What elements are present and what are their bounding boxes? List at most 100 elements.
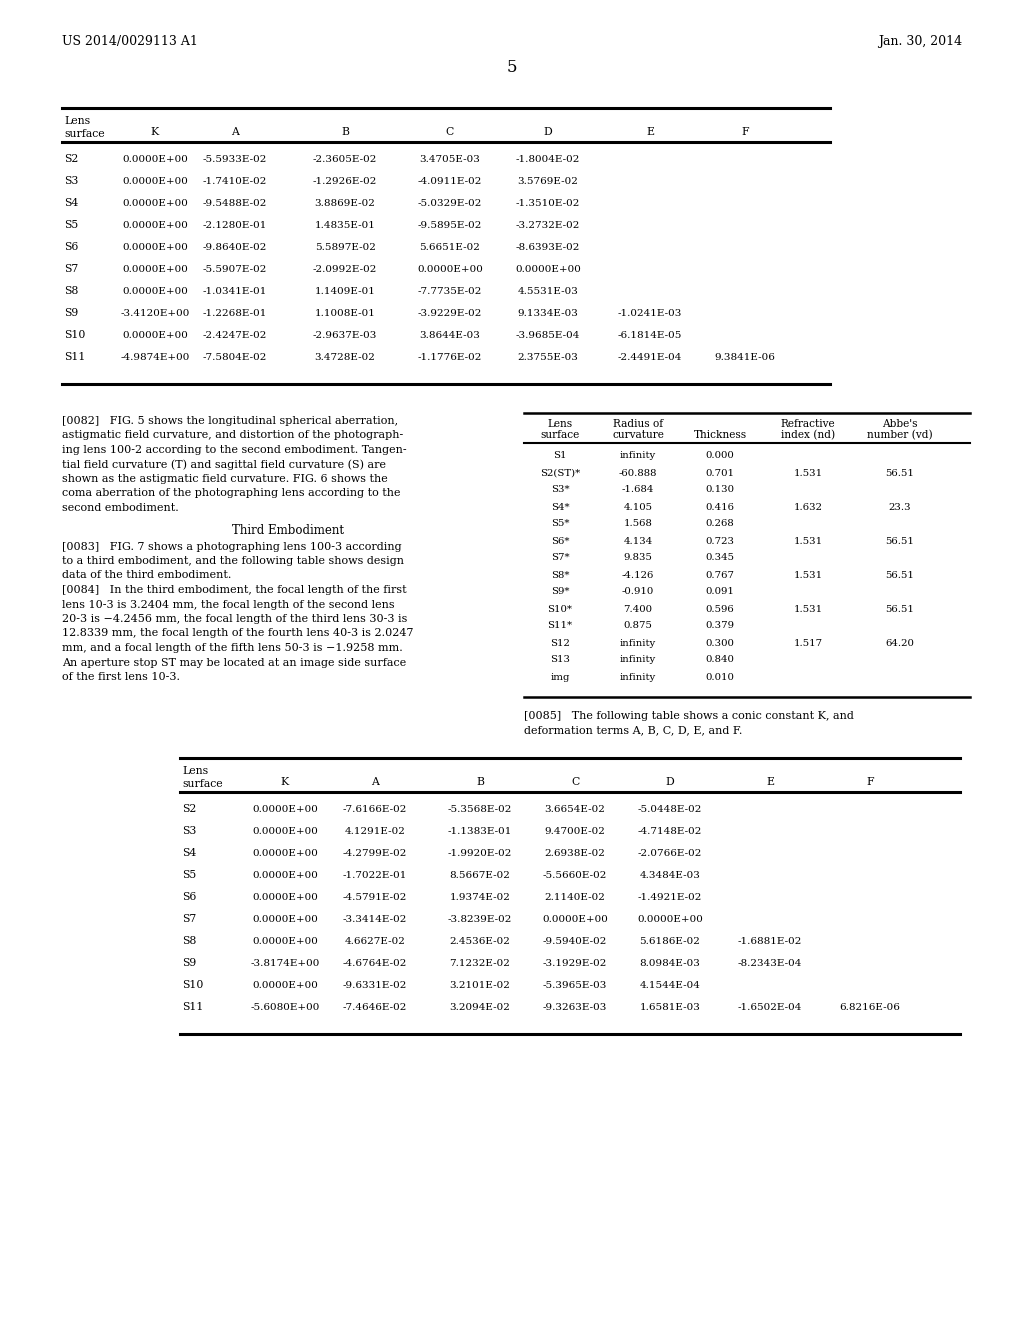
- Text: S5*: S5*: [551, 520, 569, 528]
- Text: 4.134: 4.134: [624, 536, 652, 545]
- Text: 4.1291E-02: 4.1291E-02: [344, 826, 406, 836]
- Text: 0.000: 0.000: [706, 451, 734, 461]
- Text: 5: 5: [507, 59, 517, 77]
- Text: -1.6502E-04: -1.6502E-04: [738, 1002, 802, 1011]
- Text: F: F: [741, 127, 749, 137]
- Text: -4.2799E-02: -4.2799E-02: [343, 849, 408, 858]
- Text: 5.5897E-02: 5.5897E-02: [314, 243, 376, 252]
- Text: B: B: [476, 777, 484, 787]
- Text: 56.51: 56.51: [886, 469, 914, 478]
- Text: 3.4705E-03: 3.4705E-03: [420, 154, 480, 164]
- Text: -8.2343E-04: -8.2343E-04: [738, 958, 802, 968]
- Text: [0083]   FIG. 7 shows a photographing lens 100-3 according: [0083] FIG. 7 shows a photographing lens…: [62, 541, 401, 552]
- Text: 4.1544E-04: 4.1544E-04: [640, 981, 700, 990]
- Text: S4*: S4*: [551, 503, 569, 511]
- Text: 56.51: 56.51: [886, 570, 914, 579]
- Text: -4.6764E-02: -4.6764E-02: [343, 958, 408, 968]
- Text: 0.701: 0.701: [706, 469, 734, 478]
- Text: 3.5769E-02: 3.5769E-02: [517, 177, 579, 186]
- Text: 0.0000E+00: 0.0000E+00: [417, 264, 483, 273]
- Text: C: C: [445, 127, 454, 137]
- Text: 0.0000E+00: 0.0000E+00: [122, 264, 188, 273]
- Text: 0.0000E+00: 0.0000E+00: [252, 849, 317, 858]
- Text: Lens: Lens: [63, 116, 90, 125]
- Text: -3.2732E-02: -3.2732E-02: [516, 220, 581, 230]
- Text: S10: S10: [63, 330, 85, 341]
- Text: 9.4700E-02: 9.4700E-02: [545, 826, 605, 836]
- Text: 1.517: 1.517: [794, 639, 822, 648]
- Text: 0.0000E+00: 0.0000E+00: [515, 264, 581, 273]
- Text: S3: S3: [63, 176, 79, 186]
- Text: surface: surface: [63, 129, 104, 139]
- Text: surface: surface: [182, 779, 222, 789]
- Text: -5.0448E-02: -5.0448E-02: [638, 804, 702, 813]
- Text: 0.0000E+00: 0.0000E+00: [122, 198, 188, 207]
- Text: 0.091: 0.091: [706, 587, 734, 597]
- Text: -9.5488E-02: -9.5488E-02: [203, 198, 267, 207]
- Text: -4.7148E-02: -4.7148E-02: [638, 826, 702, 836]
- Text: -3.8239E-02: -3.8239E-02: [447, 915, 512, 924]
- Text: -4.126: -4.126: [622, 570, 654, 579]
- Text: [0084]   In the third embodiment, the focal length of the first: [0084] In the third embodiment, the foca…: [62, 585, 407, 595]
- Text: -5.5907E-02: -5.5907E-02: [203, 264, 267, 273]
- Text: data of the third embodiment.: data of the third embodiment.: [62, 570, 231, 581]
- Text: -3.8174E+00: -3.8174E+00: [250, 958, 319, 968]
- Text: -3.9229E-02: -3.9229E-02: [418, 309, 482, 318]
- Text: 7.400: 7.400: [624, 605, 652, 614]
- Text: -2.0992E-02: -2.0992E-02: [312, 264, 377, 273]
- Text: -2.1280E-01: -2.1280E-01: [203, 220, 267, 230]
- Text: S11: S11: [182, 1002, 204, 1012]
- Text: 1.568: 1.568: [624, 520, 652, 528]
- Text: S6*: S6*: [551, 536, 569, 545]
- Text: -2.0766E-02: -2.0766E-02: [638, 849, 702, 858]
- Text: Jan. 30, 2014: Jan. 30, 2014: [878, 36, 962, 49]
- Text: -9.5895E-02: -9.5895E-02: [418, 220, 482, 230]
- Text: K: K: [151, 127, 159, 137]
- Text: coma aberration of the photographing lens according to the: coma aberration of the photographing len…: [62, 488, 400, 499]
- Text: 0.0000E+00: 0.0000E+00: [252, 804, 317, 813]
- Text: -3.9685E-04: -3.9685E-04: [516, 330, 581, 339]
- Text: 9.3841E-06: 9.3841E-06: [715, 352, 775, 362]
- Text: 0.0000E+00: 0.0000E+00: [252, 826, 317, 836]
- Text: 0.0000E+00: 0.0000E+00: [637, 915, 702, 924]
- Text: 1.531: 1.531: [794, 605, 822, 614]
- Text: 0.0000E+00: 0.0000E+00: [122, 177, 188, 186]
- Text: 1.4835E-01: 1.4835E-01: [314, 220, 376, 230]
- Text: Lens: Lens: [182, 766, 208, 776]
- Text: 0.010: 0.010: [706, 672, 734, 681]
- Text: S8: S8: [63, 286, 79, 296]
- Text: infinity: infinity: [620, 672, 656, 681]
- Text: 8.0984E-03: 8.0984E-03: [640, 958, 700, 968]
- Text: 1.531: 1.531: [794, 536, 822, 545]
- Text: -3.1929E-02: -3.1929E-02: [543, 958, 607, 968]
- Text: to a third embodiment, and the following table shows design: to a third embodiment, and the following…: [62, 556, 404, 566]
- Text: 0.416: 0.416: [706, 503, 734, 511]
- Text: S4: S4: [63, 198, 78, 209]
- Text: astigmatic field curvature, and distortion of the photograph-: astigmatic field curvature, and distorti…: [62, 430, 403, 441]
- Text: 2.6938E-02: 2.6938E-02: [545, 849, 605, 858]
- Text: shown as the astigmatic field curvature. FIG. 6 shows the: shown as the astigmatic field curvature.…: [62, 474, 388, 484]
- Text: S3*: S3*: [551, 486, 569, 495]
- Text: An aperture stop ST may be located at an image side surface: An aperture stop ST may be located at an…: [62, 657, 407, 668]
- Text: -6.1814E-05: -6.1814E-05: [617, 330, 682, 339]
- Text: S9: S9: [182, 958, 197, 968]
- Text: -8.6393E-02: -8.6393E-02: [516, 243, 581, 252]
- Text: Thickness: Thickness: [693, 430, 746, 440]
- Text: -1.7410E-02: -1.7410E-02: [203, 177, 267, 186]
- Text: -1.2268E-01: -1.2268E-01: [203, 309, 267, 318]
- Text: -1.0341E-01: -1.0341E-01: [203, 286, 267, 296]
- Text: -1.1776E-02: -1.1776E-02: [418, 352, 482, 362]
- Text: 1.1008E-01: 1.1008E-01: [314, 309, 376, 318]
- Text: 0.0000E+00: 0.0000E+00: [252, 981, 317, 990]
- Text: S10*: S10*: [548, 605, 572, 614]
- Text: S3: S3: [182, 826, 197, 836]
- Text: curvature: curvature: [612, 430, 664, 440]
- Text: K: K: [281, 777, 289, 787]
- Text: -5.3568E-02: -5.3568E-02: [447, 804, 512, 813]
- Text: 0.0000E+00: 0.0000E+00: [122, 330, 188, 339]
- Text: 0.300: 0.300: [706, 639, 734, 648]
- Text: US 2014/0029113 A1: US 2014/0029113 A1: [62, 36, 198, 49]
- Text: F: F: [866, 777, 873, 787]
- Text: 1.1409E-01: 1.1409E-01: [314, 286, 376, 296]
- Text: 3.8869E-02: 3.8869E-02: [314, 198, 376, 207]
